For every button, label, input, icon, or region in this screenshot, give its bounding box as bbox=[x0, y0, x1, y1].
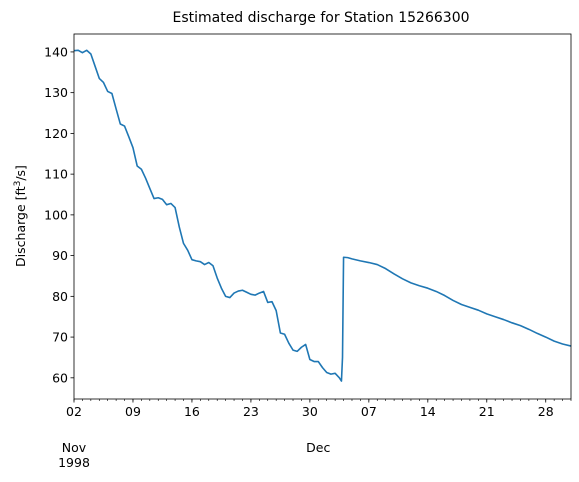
plot-area: 60 70 80 90 100 110 120 130 140 02 09 16 23 30 07 14 21 2… bbox=[44, 33, 572, 470]
x-tick-label: 14 bbox=[420, 404, 436, 419]
y-axis-label-prefix: Discharge [ft bbox=[13, 186, 28, 267]
y-tick-label: 120 bbox=[44, 126, 68, 141]
x-tick-label: 09 bbox=[125, 404, 141, 419]
y-tick-label: 70 bbox=[52, 330, 68, 345]
y-tick-label: 80 bbox=[52, 289, 68, 304]
x-group-label: Nov bbox=[62, 440, 87, 455]
y-tick-label: 110 bbox=[44, 167, 68, 182]
chart-title: Estimated discharge for Station 15266300 bbox=[172, 10, 469, 26]
y-tick-label: 140 bbox=[44, 44, 68, 59]
x-tick-label: 23 bbox=[243, 404, 259, 419]
x-tick-label: 02 bbox=[66, 404, 82, 419]
y-tick-label: 100 bbox=[44, 207, 68, 222]
axes-frame bbox=[73, 33, 572, 400]
x-tick-label: 28 bbox=[538, 404, 554, 419]
y-tick-label: 60 bbox=[52, 370, 68, 385]
x-tick-label: 30 bbox=[302, 404, 318, 419]
x-tick-label: 07 bbox=[361, 404, 377, 419]
y-tick-label: 90 bbox=[52, 248, 68, 263]
series-line bbox=[73, 49, 572, 382]
x-tick-label: 21 bbox=[479, 404, 495, 419]
y-tick-label: 130 bbox=[44, 85, 68, 100]
x-group-label: Dec bbox=[306, 440, 330, 455]
y-axis-label-sup: 3 bbox=[13, 181, 23, 187]
x-group-label: 1998 bbox=[58, 455, 90, 470]
y-axis-label: Discharge [ft3/s] bbox=[13, 165, 28, 267]
x-tick-label: 16 bbox=[184, 404, 200, 419]
y-axis-label-suffix: /s] bbox=[13, 165, 28, 181]
